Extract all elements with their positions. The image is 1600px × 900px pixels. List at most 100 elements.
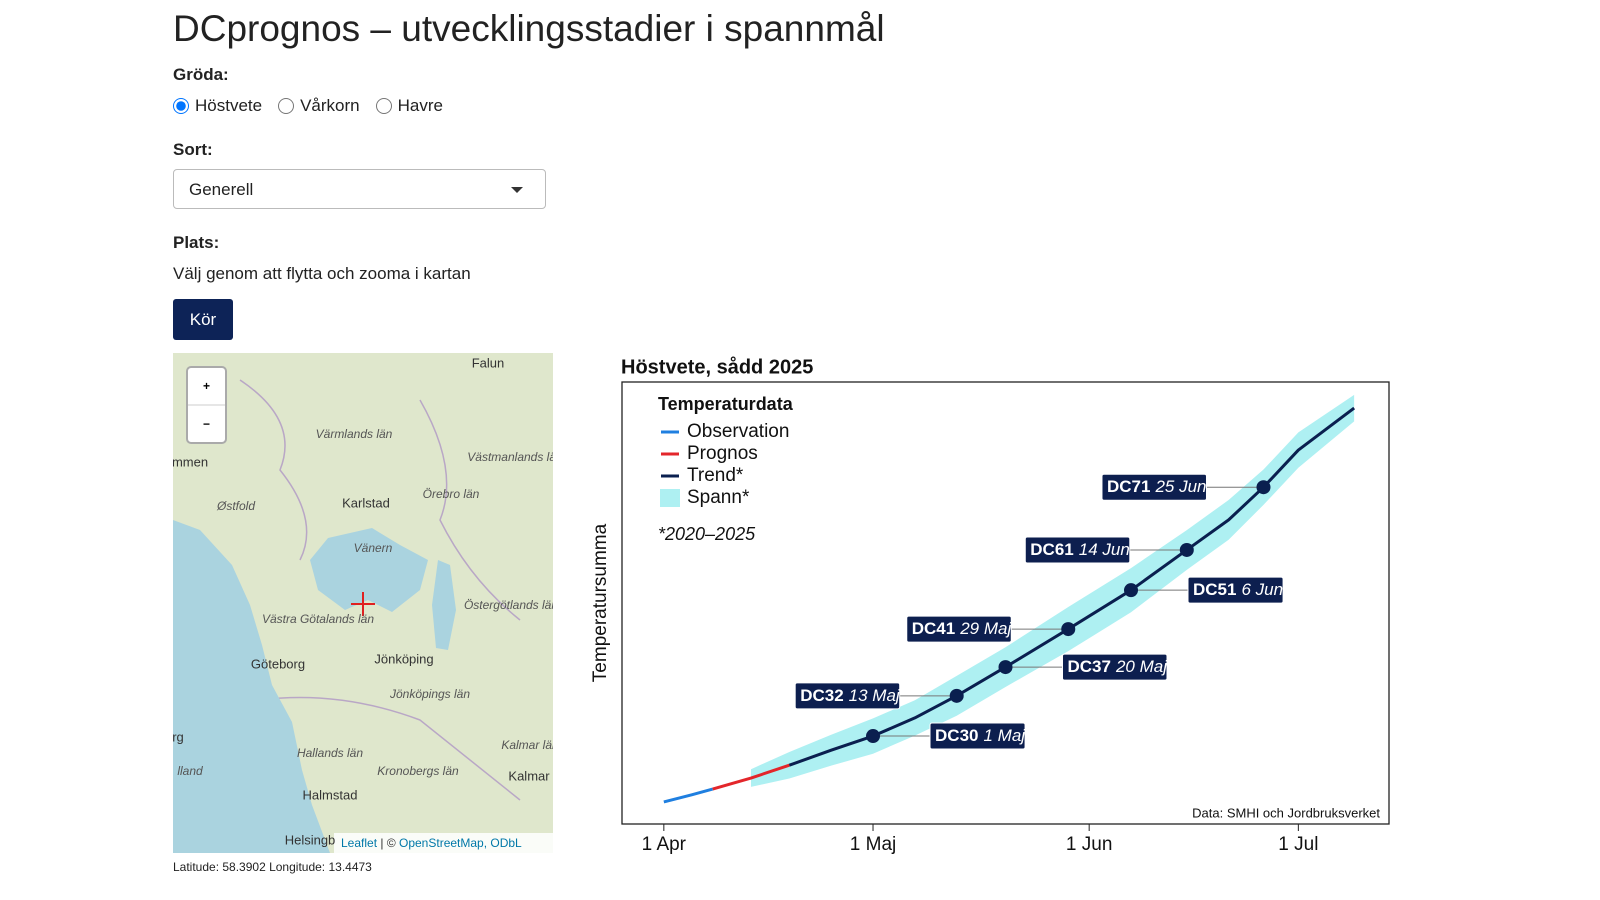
place-hint: Välj genom att flytta och zooma i kartan: [173, 264, 471, 283]
stage-date: 14 Jun: [1079, 540, 1130, 559]
legend-title: Temperaturdata: [658, 394, 794, 414]
attribution-osm[interactable]: OpenStreetMap, ODbL: [399, 836, 522, 850]
stage-label: DC41 29 Maj: [912, 620, 1013, 639]
map-lake-vattern: [432, 560, 456, 650]
stage-label: DC61 14 Jun: [1030, 540, 1130, 559]
place-label: Plats:: [173, 233, 220, 252]
stage-point: [998, 660, 1013, 675]
map-label: Hallands län: [297, 746, 363, 760]
page-title: DCprognos – utvecklingsstadier i spannmå…: [173, 8, 885, 49]
map-cross: [351, 592, 375, 616]
map-label: Jönköping: [374, 651, 433, 666]
map-label: Vänern: [354, 541, 393, 555]
stage-label-box: [906, 615, 1012, 643]
stage-date: 6 Jun: [1241, 581, 1283, 600]
attribution-leaflet[interactable]: Leaflet: [341, 836, 378, 850]
source: Data: SMHI och Jordbruksverket: [1192, 805, 1380, 820]
legend-swatch: [660, 489, 680, 507]
map-label: Västmanlands län: [467, 450, 553, 464]
stage-label: DC51 6 Jun: [1193, 581, 1283, 600]
coordinates: Latitude: 58.3902 Longitude: 13.4473: [173, 860, 372, 874]
stage-code: DC71: [1107, 478, 1150, 497]
map-label: rg: [173, 729, 184, 744]
map-label: lland: [177, 764, 203, 778]
variety-select[interactable]: Generell: [173, 169, 546, 209]
series-line: [712, 763, 790, 791]
variety-value: Generell: [189, 180, 254, 199]
map-label: Helsingb: [285, 832, 336, 847]
legend-label: Observation: [687, 421, 789, 442]
stage-point: [1124, 583, 1139, 598]
crop-radio[interactable]: [375, 98, 392, 114]
stage-date: 25 Jun: [1154, 478, 1206, 497]
crop-option[interactable]: Havre: [375, 96, 443, 116]
x-tick-label: 1 Maj: [850, 834, 896, 855]
y-axis-label: Temperatursumma: [590, 523, 611, 682]
stage-date: 29 Maj: [959, 620, 1012, 639]
zoom-control: [186, 366, 227, 444]
map-label: Kronobergs län: [377, 764, 459, 778]
stage-code: DC61: [1030, 540, 1073, 559]
crop-option[interactable]: Vårkorn: [278, 96, 360, 116]
map-label: Kalmar: [508, 768, 550, 783]
stage-label: DC71 25 Jun: [1107, 478, 1207, 497]
stage-label-box: [1187, 576, 1284, 604]
x-tick-label: 1 Jul: [1278, 834, 1318, 855]
stage-label-box: [1024, 536, 1131, 564]
variety-label: Sort:: [173, 140, 213, 159]
stage-point: [1256, 480, 1271, 495]
crop-radio[interactable]: [173, 98, 189, 114]
stage-code: DC51: [1193, 581, 1236, 600]
map-label: Värmlands län: [316, 427, 393, 441]
map-label: mmen: [173, 454, 208, 469]
zoom-out[interactable]: −: [203, 417, 210, 431]
x-tick-label: 1 Jun: [1066, 834, 1112, 855]
x-tick-label: 1 Apr: [642, 834, 687, 855]
stage-label: DC32 13 Maj: [800, 686, 901, 705]
map-lake-vanern: [310, 528, 428, 612]
crop-radio[interactable]: [278, 98, 295, 114]
map-label: Östergötlands län: [464, 598, 553, 612]
stage-label-box: [1101, 473, 1207, 501]
map-label: Karlstad: [342, 495, 390, 510]
map-label: Kalmar län: [501, 738, 553, 752]
stage-label: DC30 1 Maj: [935, 727, 1026, 746]
stage-label: DC37 20 Maj: [1068, 658, 1169, 677]
map-label: Falun: [472, 355, 505, 370]
stage-code: DC30: [935, 727, 978, 746]
legend-label: Trend*: [687, 465, 744, 486]
map-label: Göteborg: [251, 656, 305, 671]
stage-code: DC32: [800, 686, 843, 705]
stage-code: DC41: [912, 620, 955, 639]
stage-label-box: [1062, 653, 1168, 681]
stage-point: [1061, 622, 1076, 637]
crop-option[interactable]: Höstvete: [173, 96, 262, 116]
stage-label-box: [794, 682, 901, 710]
map[interactable]: Falun Värmlands län Västmanlands län mmen Ka…: [173, 353, 553, 853]
map-label: Jönköpings län: [389, 687, 470, 701]
note: *2020–2025: [658, 524, 756, 544]
crop-name: Höstvete: [195, 96, 263, 115]
attribution-sep: | ©: [377, 836, 399, 850]
stage-point: [1179, 542, 1194, 557]
attribution-bg: [334, 833, 553, 853]
map-label: Örebro län: [423, 487, 480, 501]
map-sea: [173, 520, 330, 853]
chart-title: Höstvete, sådd 2025: [621, 355, 813, 378]
stage-label-box: [929, 722, 1026, 750]
crop-name: Havre: [397, 96, 443, 115]
stage-date: 20 Maj: [1115, 658, 1168, 677]
map-label: Østfold: [216, 499, 255, 513]
zoom-in[interactable]: +: [203, 379, 210, 393]
legend-label: Prognos: [687, 443, 758, 464]
spann-band: [750, 394, 1355, 787]
stage-code: DC37: [1068, 658, 1111, 677]
chart: Höstvete, sådd 2025 Temperatursumma Temp…: [590, 355, 1390, 855]
attribution: Leaflet | © OpenStreetMap, ODbL: [341, 836, 522, 850]
legend-label: Spann*: [687, 487, 750, 508]
crop-options: Höstvete Vårkorn Havre: [173, 96, 459, 116]
stage-point: [866, 729, 881, 744]
run-button[interactable]: Kör: [173, 299, 233, 340]
stage-point: [949, 688, 964, 703]
